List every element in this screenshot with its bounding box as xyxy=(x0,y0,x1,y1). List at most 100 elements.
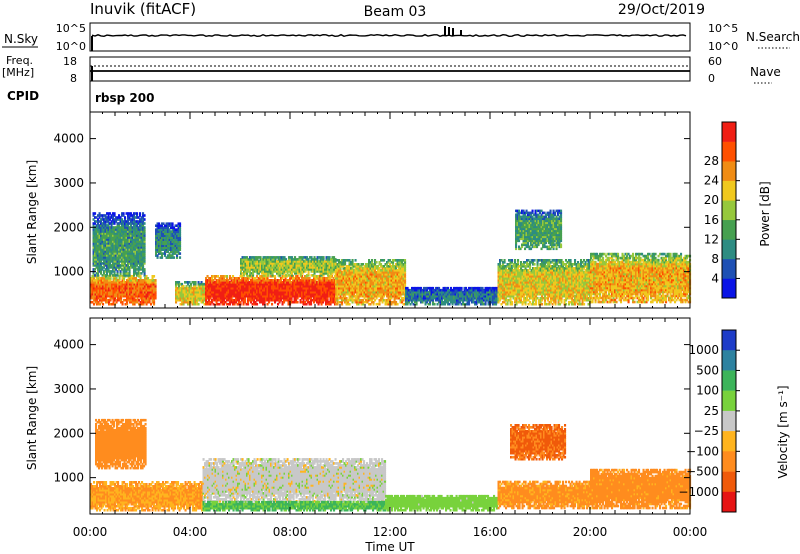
echo-cell xyxy=(118,288,121,292)
echo-cell xyxy=(124,288,127,292)
echo-cell xyxy=(122,212,125,215)
echo-cell xyxy=(115,279,118,282)
echo-cell xyxy=(114,277,117,280)
echo-cell xyxy=(108,286,111,290)
echo-cell xyxy=(296,300,299,304)
station-title: Inuvik (fitACF) xyxy=(90,0,196,18)
echo-cell xyxy=(120,290,123,294)
echo-cell xyxy=(109,286,112,290)
echo-cell xyxy=(100,292,103,296)
echo-cell xyxy=(94,300,97,304)
echo-cell xyxy=(106,298,109,302)
echo-cell xyxy=(105,292,108,296)
echo-cell xyxy=(91,279,94,282)
echo-cell xyxy=(115,294,118,298)
echo-cell xyxy=(129,281,132,284)
echo-cell xyxy=(126,284,129,288)
echo-cell xyxy=(129,294,132,298)
echo-cell xyxy=(117,290,120,294)
echo-cell xyxy=(102,288,105,292)
echo-cell xyxy=(90,290,93,294)
echo-cell xyxy=(90,300,93,304)
echo-cell xyxy=(106,286,109,290)
echo-cell xyxy=(109,277,112,280)
echo-cell xyxy=(121,281,124,284)
echo-cell xyxy=(127,281,130,284)
echo-cell xyxy=(112,292,115,296)
echo-cell xyxy=(103,288,106,292)
echo-cell xyxy=(173,256,176,259)
echo-cell xyxy=(93,279,96,282)
freq-label-1: Freq. xyxy=(6,54,33,67)
echo-cell xyxy=(94,282,97,286)
echo-cell xyxy=(127,282,130,286)
cpid-label: CPID xyxy=(7,89,39,103)
nsearch-label: N.Search xyxy=(746,30,800,44)
echo-cell xyxy=(93,277,96,280)
echo-cell xyxy=(91,282,94,286)
echo-cell xyxy=(111,286,114,290)
echo-cell xyxy=(351,259,354,262)
echo-cell xyxy=(93,288,96,292)
echo-cell xyxy=(105,284,108,288)
echo-cell xyxy=(256,302,259,306)
echo-cell xyxy=(129,279,132,282)
echo-cell xyxy=(99,294,102,298)
echo-cell xyxy=(93,282,96,286)
echo-cell xyxy=(106,292,109,296)
echo-cell xyxy=(102,294,105,298)
echo-cell xyxy=(127,288,130,292)
freq-tick-bottom: 8 xyxy=(70,72,77,85)
echo-cell xyxy=(94,281,97,284)
freq-label-2: [MHz] xyxy=(2,66,34,79)
echo-cell xyxy=(111,292,114,296)
echo-cell xyxy=(106,279,109,282)
echo-cell xyxy=(117,288,120,292)
echo-cell xyxy=(91,286,94,290)
echo-cell xyxy=(129,286,132,290)
echo-cell xyxy=(94,284,97,288)
echo-cell xyxy=(118,298,121,302)
echo-cell xyxy=(123,286,126,290)
echo-cell xyxy=(97,282,100,286)
echo-cell xyxy=(124,282,127,286)
echo-cell xyxy=(143,268,146,271)
echo-cell xyxy=(212,302,215,306)
echo-cell xyxy=(274,275,277,278)
echo-cell xyxy=(100,281,103,284)
echo-cell xyxy=(139,275,142,278)
echo-cell xyxy=(115,277,118,280)
echo-cell xyxy=(102,296,105,300)
echo-cell xyxy=(106,300,109,304)
echo-cell xyxy=(375,261,378,264)
echo-cell xyxy=(115,288,118,292)
echo-cell xyxy=(103,298,106,302)
echo-cell xyxy=(197,302,200,306)
echo-cell xyxy=(115,300,118,304)
echo-cell xyxy=(111,296,114,300)
echo-cell xyxy=(117,286,120,290)
echo-cell xyxy=(129,282,132,286)
echo-cell xyxy=(143,214,146,217)
echo-cell xyxy=(94,212,97,215)
echo-cell xyxy=(123,284,126,288)
echo-cell xyxy=(96,279,99,282)
echo-cell xyxy=(99,284,102,288)
echo-cell xyxy=(112,286,115,290)
echo-cell xyxy=(93,284,96,288)
echo-cell xyxy=(93,296,96,300)
echo-cell xyxy=(99,277,102,280)
echo-cell xyxy=(105,294,108,298)
echo-cell xyxy=(103,277,106,280)
nsky-tick-bottom: 10^0 xyxy=(56,40,86,53)
echo-cell xyxy=(124,298,127,302)
echo-cell xyxy=(126,300,129,304)
echo-cell xyxy=(105,290,108,294)
echo-cell xyxy=(126,298,129,302)
echo-cell xyxy=(124,294,127,298)
echo-cell xyxy=(90,279,93,282)
echo-cell xyxy=(112,302,115,306)
echo-cell xyxy=(106,294,109,298)
echo-cell xyxy=(90,294,93,298)
